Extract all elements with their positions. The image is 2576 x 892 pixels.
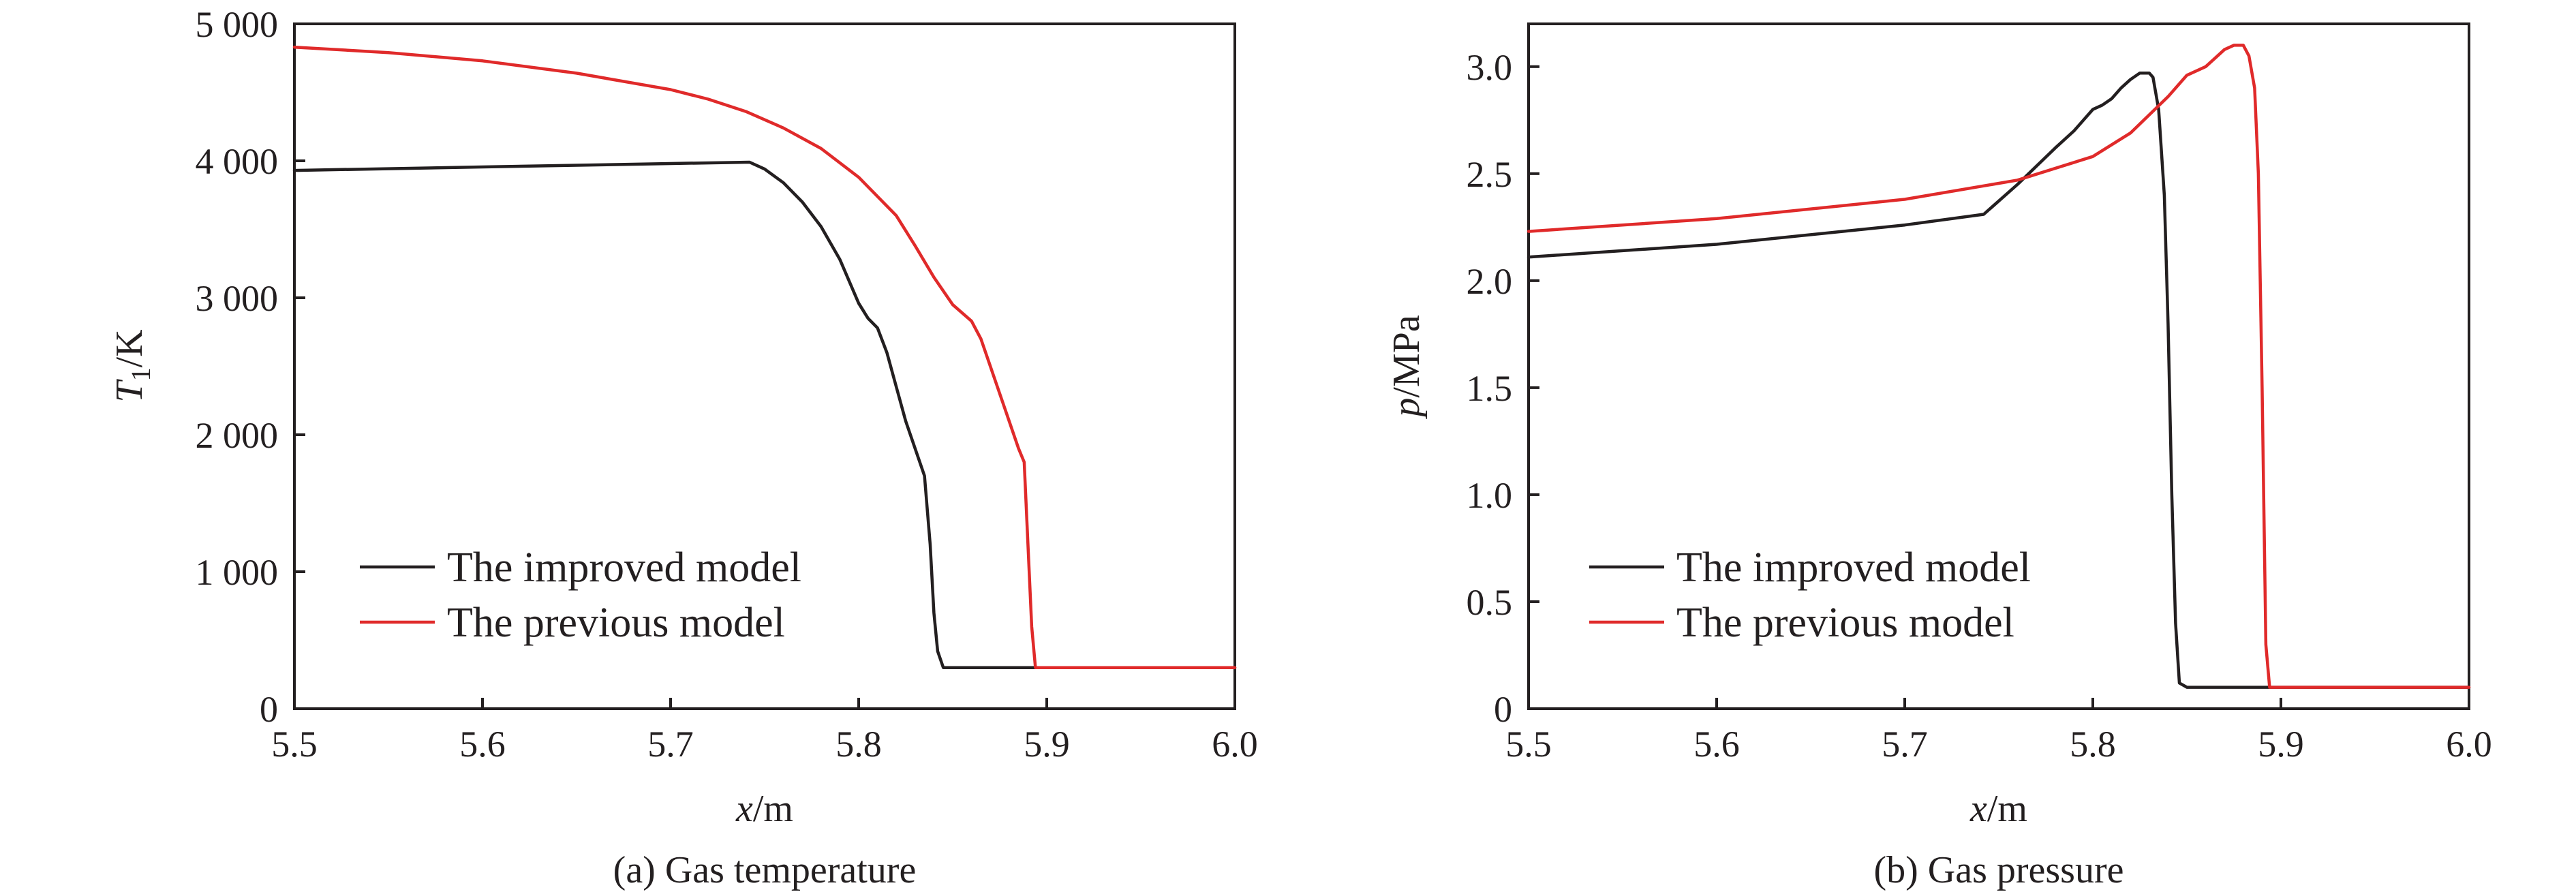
series-line-previous-model	[1527, 44, 2471, 689]
series-line-previous-model	[292, 45, 1237, 669]
y-axis-label: T1/K	[108, 329, 156, 402]
y-tick-label: 2 000	[196, 415, 279, 456]
y-tick-label: 1 000	[196, 552, 279, 593]
x-tick-label: 5.8	[835, 724, 882, 765]
y-tick-label: 0.5	[1467, 582, 1513, 623]
y-axis-label: p/MPa	[1385, 315, 1428, 419]
series-line-improved-model	[1527, 71, 2471, 689]
x-tick-label: 5.5	[1505, 724, 1552, 765]
plot-frame	[1527, 22, 2470, 710]
legend: The improved model The previous model	[360, 544, 801, 646]
x-tick-label: 5.7	[1882, 724, 1928, 765]
y-tick-label: 4 000	[196, 141, 279, 182]
x-tick-label: 6.0	[1212, 724, 1258, 765]
x-axis-label: x/m	[735, 788, 793, 830]
x-tick-label: 5.7	[647, 724, 694, 765]
x-tick-label: 5.9	[2258, 724, 2304, 765]
axis-ticks: 5.5 5.6 5.7 5.8 5.9 6.0 0 1 000 2 000 3 000 4 000 5…	[196, 4, 1258, 765]
y-tick-label: 3.0	[1467, 47, 1513, 88]
y-tick-label: 0	[1494, 689, 1512, 730]
series-lines	[292, 45, 1237, 669]
y-tick-label: 3 000	[196, 278, 279, 319]
y-tick-label: 1.0	[1467, 475, 1513, 516]
pressure-chart-panel: 5.5 5.6 5.7 5.8 5.9 6.0 0 0.5 1.0 1.5 2.0 2.5 3.0 Th…	[1385, 22, 2492, 891]
x-tick-label: 5.8	[2070, 724, 2116, 765]
y-tick-label: 2.5	[1467, 154, 1513, 195]
axis-ticks: 5.5 5.6 5.7 5.8 5.9 6.0 0 0.5 1.0 1.5 2.0 2.5 3.0	[1467, 47, 2492, 765]
legend-label-improved: The improved model	[447, 544, 801, 591]
y-tick-label: 2.0	[1467, 261, 1513, 302]
temperature-chart-panel: 5.5 5.6 5.7 5.8 5.9 6.0 0 1 000 2 000 3 000 4 000 5…	[108, 4, 1258, 891]
legend-label-improved: The improved model	[1676, 544, 2031, 591]
x-tick-label: 5.5	[271, 724, 318, 765]
x-tick-label: 6.0	[2446, 724, 2492, 765]
legend: The improved model The previous model	[1589, 544, 2031, 646]
x-tick-label: 5.9	[1024, 724, 1070, 765]
y-tick-label: 5 000	[196, 4, 279, 45]
legend-label-previous: The previous model	[447, 600, 785, 646]
y-tick-label: 0	[260, 689, 278, 730]
plot-frame	[293, 22, 1236, 710]
panel-caption: (a) Gas temperature	[613, 849, 917, 891]
series-line-improved-model	[292, 160, 1237, 669]
x-axis-label: x/m	[1969, 788, 2027, 830]
series-lines	[1527, 44, 2471, 689]
panel-caption: (b) Gas pressure	[1874, 849, 2124, 891]
y-tick-label: 1.5	[1467, 368, 1513, 409]
legend-label-previous: The previous model	[1676, 600, 2014, 646]
x-tick-label: 5.6	[459, 724, 506, 765]
x-tick-label: 5.6	[1693, 724, 1740, 765]
